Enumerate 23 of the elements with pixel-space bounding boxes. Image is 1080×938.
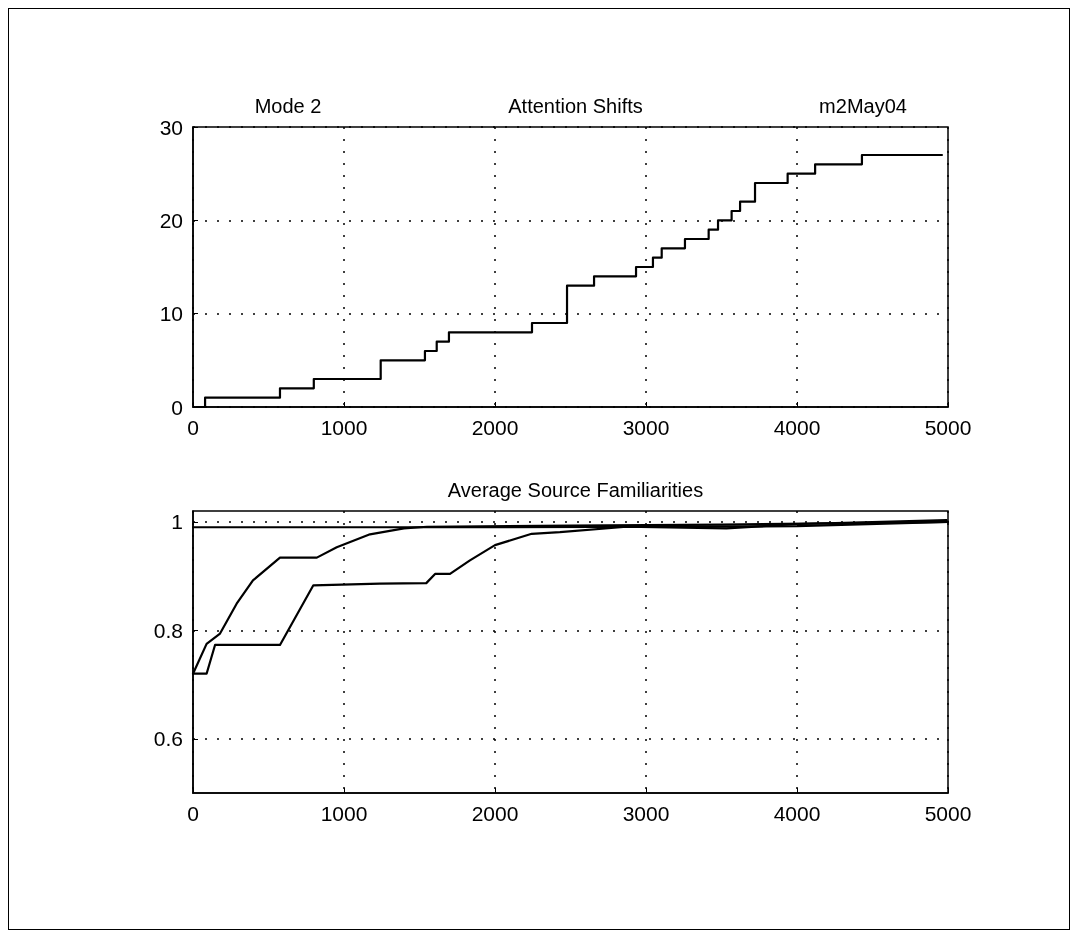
x-tick-label: 5000 [924,802,972,825]
x-tick-label: 3000 [622,802,670,825]
x-tick-label: 1000 [320,802,368,825]
x-tick-label: 5000 [924,416,972,439]
y-tick-label: 0.6 [153,727,183,751]
x-tick-label: 0 [187,802,199,825]
text: m2May04 [819,95,907,117]
x-tick-label: 1000 [320,416,368,439]
x-tick-label: 0 [187,416,199,439]
y-tick-label: 0 [171,395,183,419]
x-tick-label: 3000 [622,416,670,439]
text: Mode 2 [254,95,322,117]
y-tick-label: 30 [159,115,183,139]
x-tick-label: 4000 [773,416,821,439]
x-tick-label: 4000 [773,802,821,825]
x-tick-label: 2000 [471,416,519,439]
x-tick-label: 2000 [471,802,519,825]
y-tick-label: 1 [171,510,183,534]
chart-title: Average Source Familiarities [447,479,704,501]
y-tick-label: 10 [159,302,183,326]
y-tick-label: 20 [159,208,183,232]
chart-title: Attention Shifts [508,95,643,117]
y-tick-label: 0.8 [153,618,183,642]
